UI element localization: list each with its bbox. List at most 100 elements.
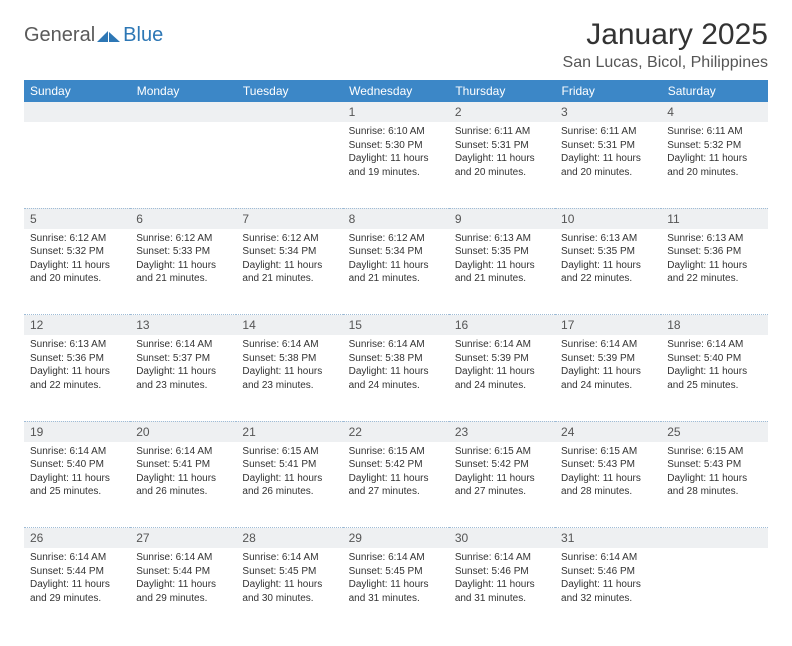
day-detail-line: Sunset: 5:40 PM (30, 458, 124, 472)
day-detail-row: Sunrise: 6:12 AMSunset: 5:32 PMDaylight:… (24, 229, 768, 315)
day-number-cell: 10 (555, 208, 661, 229)
day-detail-cell: Sunrise: 6:14 AMSunset: 5:46 PMDaylight:… (449, 548, 555, 634)
day-detail-line: Daylight: 11 hours (455, 578, 549, 592)
day-detail-line: Daylight: 11 hours (561, 472, 655, 486)
day-detail-line: and 21 minutes. (242, 272, 336, 286)
day-detail-line: and 27 minutes. (349, 485, 443, 499)
day-detail-cell: Sunrise: 6:14 AMSunset: 5:37 PMDaylight:… (130, 335, 236, 421)
weekday-header: Tuesday (236, 80, 342, 102)
day-detail-line: Sunset: 5:36 PM (30, 352, 124, 366)
day-detail-line: Sunset: 5:43 PM (667, 458, 761, 472)
day-number-cell: 31 (555, 528, 661, 549)
day-number-cell: 6 (130, 208, 236, 229)
day-detail-line: and 21 minutes. (349, 272, 443, 286)
day-detail-line: Sunrise: 6:15 AM (667, 445, 761, 459)
day-detail-line: and 26 minutes. (242, 485, 336, 499)
day-detail-line: Daylight: 11 hours (30, 472, 124, 486)
day-detail-cell (24, 122, 130, 208)
day-number-row: 1234 (24, 102, 768, 122)
day-detail-line: and 20 minutes. (561, 166, 655, 180)
brand-text-1: General (24, 24, 95, 47)
day-detail-line: Sunset: 5:45 PM (349, 565, 443, 579)
day-detail-line: and 31 minutes. (349, 592, 443, 606)
day-detail-cell: Sunrise: 6:10 AMSunset: 5:30 PMDaylight:… (343, 122, 449, 208)
day-detail-cell: Sunrise: 6:13 AMSunset: 5:36 PMDaylight:… (661, 229, 767, 315)
day-detail-row: Sunrise: 6:10 AMSunset: 5:30 PMDaylight:… (24, 122, 768, 208)
day-detail-cell: Sunrise: 6:14 AMSunset: 5:45 PMDaylight:… (343, 548, 449, 634)
day-detail-line: and 22 minutes. (30, 379, 124, 393)
day-detail-line: Daylight: 11 hours (349, 365, 443, 379)
day-number-cell: 11 (661, 208, 767, 229)
day-number-cell: 28 (236, 528, 342, 549)
day-detail-line: Sunrise: 6:14 AM (242, 551, 336, 565)
day-detail-line: Daylight: 11 hours (136, 578, 230, 592)
weekday-header: Friday (555, 80, 661, 102)
day-detail-line: and 23 minutes. (136, 379, 230, 393)
day-detail-line: and 28 minutes. (561, 485, 655, 499)
day-detail-line: Sunset: 5:44 PM (30, 565, 124, 579)
day-detail-cell: Sunrise: 6:14 AMSunset: 5:40 PMDaylight:… (24, 442, 130, 528)
day-detail-line: Daylight: 11 hours (561, 365, 655, 379)
day-detail-line: Daylight: 11 hours (30, 365, 124, 379)
day-detail-line: and 24 minutes. (561, 379, 655, 393)
day-detail-line: and 30 minutes. (242, 592, 336, 606)
day-detail-line: Sunset: 5:43 PM (561, 458, 655, 472)
day-detail-cell: Sunrise: 6:15 AMSunset: 5:43 PMDaylight:… (555, 442, 661, 528)
day-detail-line: Sunrise: 6:14 AM (242, 338, 336, 352)
day-detail-line: Sunset: 5:44 PM (136, 565, 230, 579)
day-detail-line: Daylight: 11 hours (136, 472, 230, 486)
day-detail-line: Sunrise: 6:14 AM (667, 338, 761, 352)
day-detail-cell: Sunrise: 6:14 AMSunset: 5:40 PMDaylight:… (661, 335, 767, 421)
day-detail-cell: Sunrise: 6:14 AMSunset: 5:46 PMDaylight:… (555, 548, 661, 634)
day-detail-line: Daylight: 11 hours (349, 472, 443, 486)
weekday-header: Monday (130, 80, 236, 102)
day-number-cell: 19 (24, 421, 130, 442)
day-detail-line: Sunrise: 6:12 AM (136, 232, 230, 246)
day-detail-line: Sunrise: 6:12 AM (30, 232, 124, 246)
day-detail-cell: Sunrise: 6:11 AMSunset: 5:31 PMDaylight:… (449, 122, 555, 208)
day-number-cell: 20 (130, 421, 236, 442)
day-detail-line: Sunset: 5:42 PM (455, 458, 549, 472)
day-detail-line: Daylight: 11 hours (667, 259, 761, 273)
day-detail-line: Sunrise: 6:15 AM (349, 445, 443, 459)
day-detail-cell: Sunrise: 6:11 AMSunset: 5:32 PMDaylight:… (661, 122, 767, 208)
day-number-cell: 14 (236, 315, 342, 336)
day-detail-line: Daylight: 11 hours (667, 365, 761, 379)
day-number-cell: 30 (449, 528, 555, 549)
day-detail-cell: Sunrise: 6:14 AMSunset: 5:45 PMDaylight:… (236, 548, 342, 634)
day-detail-line: Sunset: 5:34 PM (242, 245, 336, 259)
day-detail-cell: Sunrise: 6:11 AMSunset: 5:31 PMDaylight:… (555, 122, 661, 208)
day-detail-line: Sunrise: 6:14 AM (136, 445, 230, 459)
day-detail-cell: Sunrise: 6:15 AMSunset: 5:41 PMDaylight:… (236, 442, 342, 528)
day-detail-line: Sunset: 5:41 PM (242, 458, 336, 472)
weekday-header: Wednesday (343, 80, 449, 102)
day-detail-cell: Sunrise: 6:14 AMSunset: 5:41 PMDaylight:… (130, 442, 236, 528)
day-detail-line: Daylight: 11 hours (561, 259, 655, 273)
day-detail-line: Daylight: 11 hours (455, 365, 549, 379)
day-number-cell: 25 (661, 421, 767, 442)
day-detail-line: Daylight: 11 hours (136, 365, 230, 379)
day-detail-line: Sunrise: 6:11 AM (667, 125, 761, 139)
day-detail-line: Sunrise: 6:14 AM (561, 551, 655, 565)
day-detail-line: Sunset: 5:41 PM (136, 458, 230, 472)
day-number-cell: 4 (661, 102, 767, 122)
weekday-header-row: Sunday Monday Tuesday Wednesday Thursday… (24, 80, 768, 102)
day-detail-line: and 29 minutes. (30, 592, 124, 606)
day-detail-cell: Sunrise: 6:14 AMSunset: 5:38 PMDaylight:… (236, 335, 342, 421)
day-detail-cell: Sunrise: 6:14 AMSunset: 5:44 PMDaylight:… (24, 548, 130, 634)
day-detail-line: and 22 minutes. (667, 272, 761, 286)
calendar-body: 1234Sunrise: 6:10 AMSunset: 5:30 PMDayli… (24, 102, 768, 634)
calendar-table: Sunday Monday Tuesday Wednesday Thursday… (24, 80, 768, 634)
calendar-page: General Blue January 2025 San Lucas, Bic… (0, 0, 792, 646)
day-number-cell: 21 (236, 421, 342, 442)
day-detail-line: Daylight: 11 hours (242, 259, 336, 273)
brand-mark-icon (97, 27, 121, 45)
day-detail-cell (236, 122, 342, 208)
day-detail-line: Sunset: 5:46 PM (455, 565, 549, 579)
day-detail-line: Sunset: 5:40 PM (667, 352, 761, 366)
day-number-cell: 15 (343, 315, 449, 336)
day-detail-row: Sunrise: 6:13 AMSunset: 5:36 PMDaylight:… (24, 335, 768, 421)
day-detail-line: and 21 minutes. (455, 272, 549, 286)
day-detail-line: Sunrise: 6:13 AM (561, 232, 655, 246)
day-detail-line: Daylight: 11 hours (349, 578, 443, 592)
